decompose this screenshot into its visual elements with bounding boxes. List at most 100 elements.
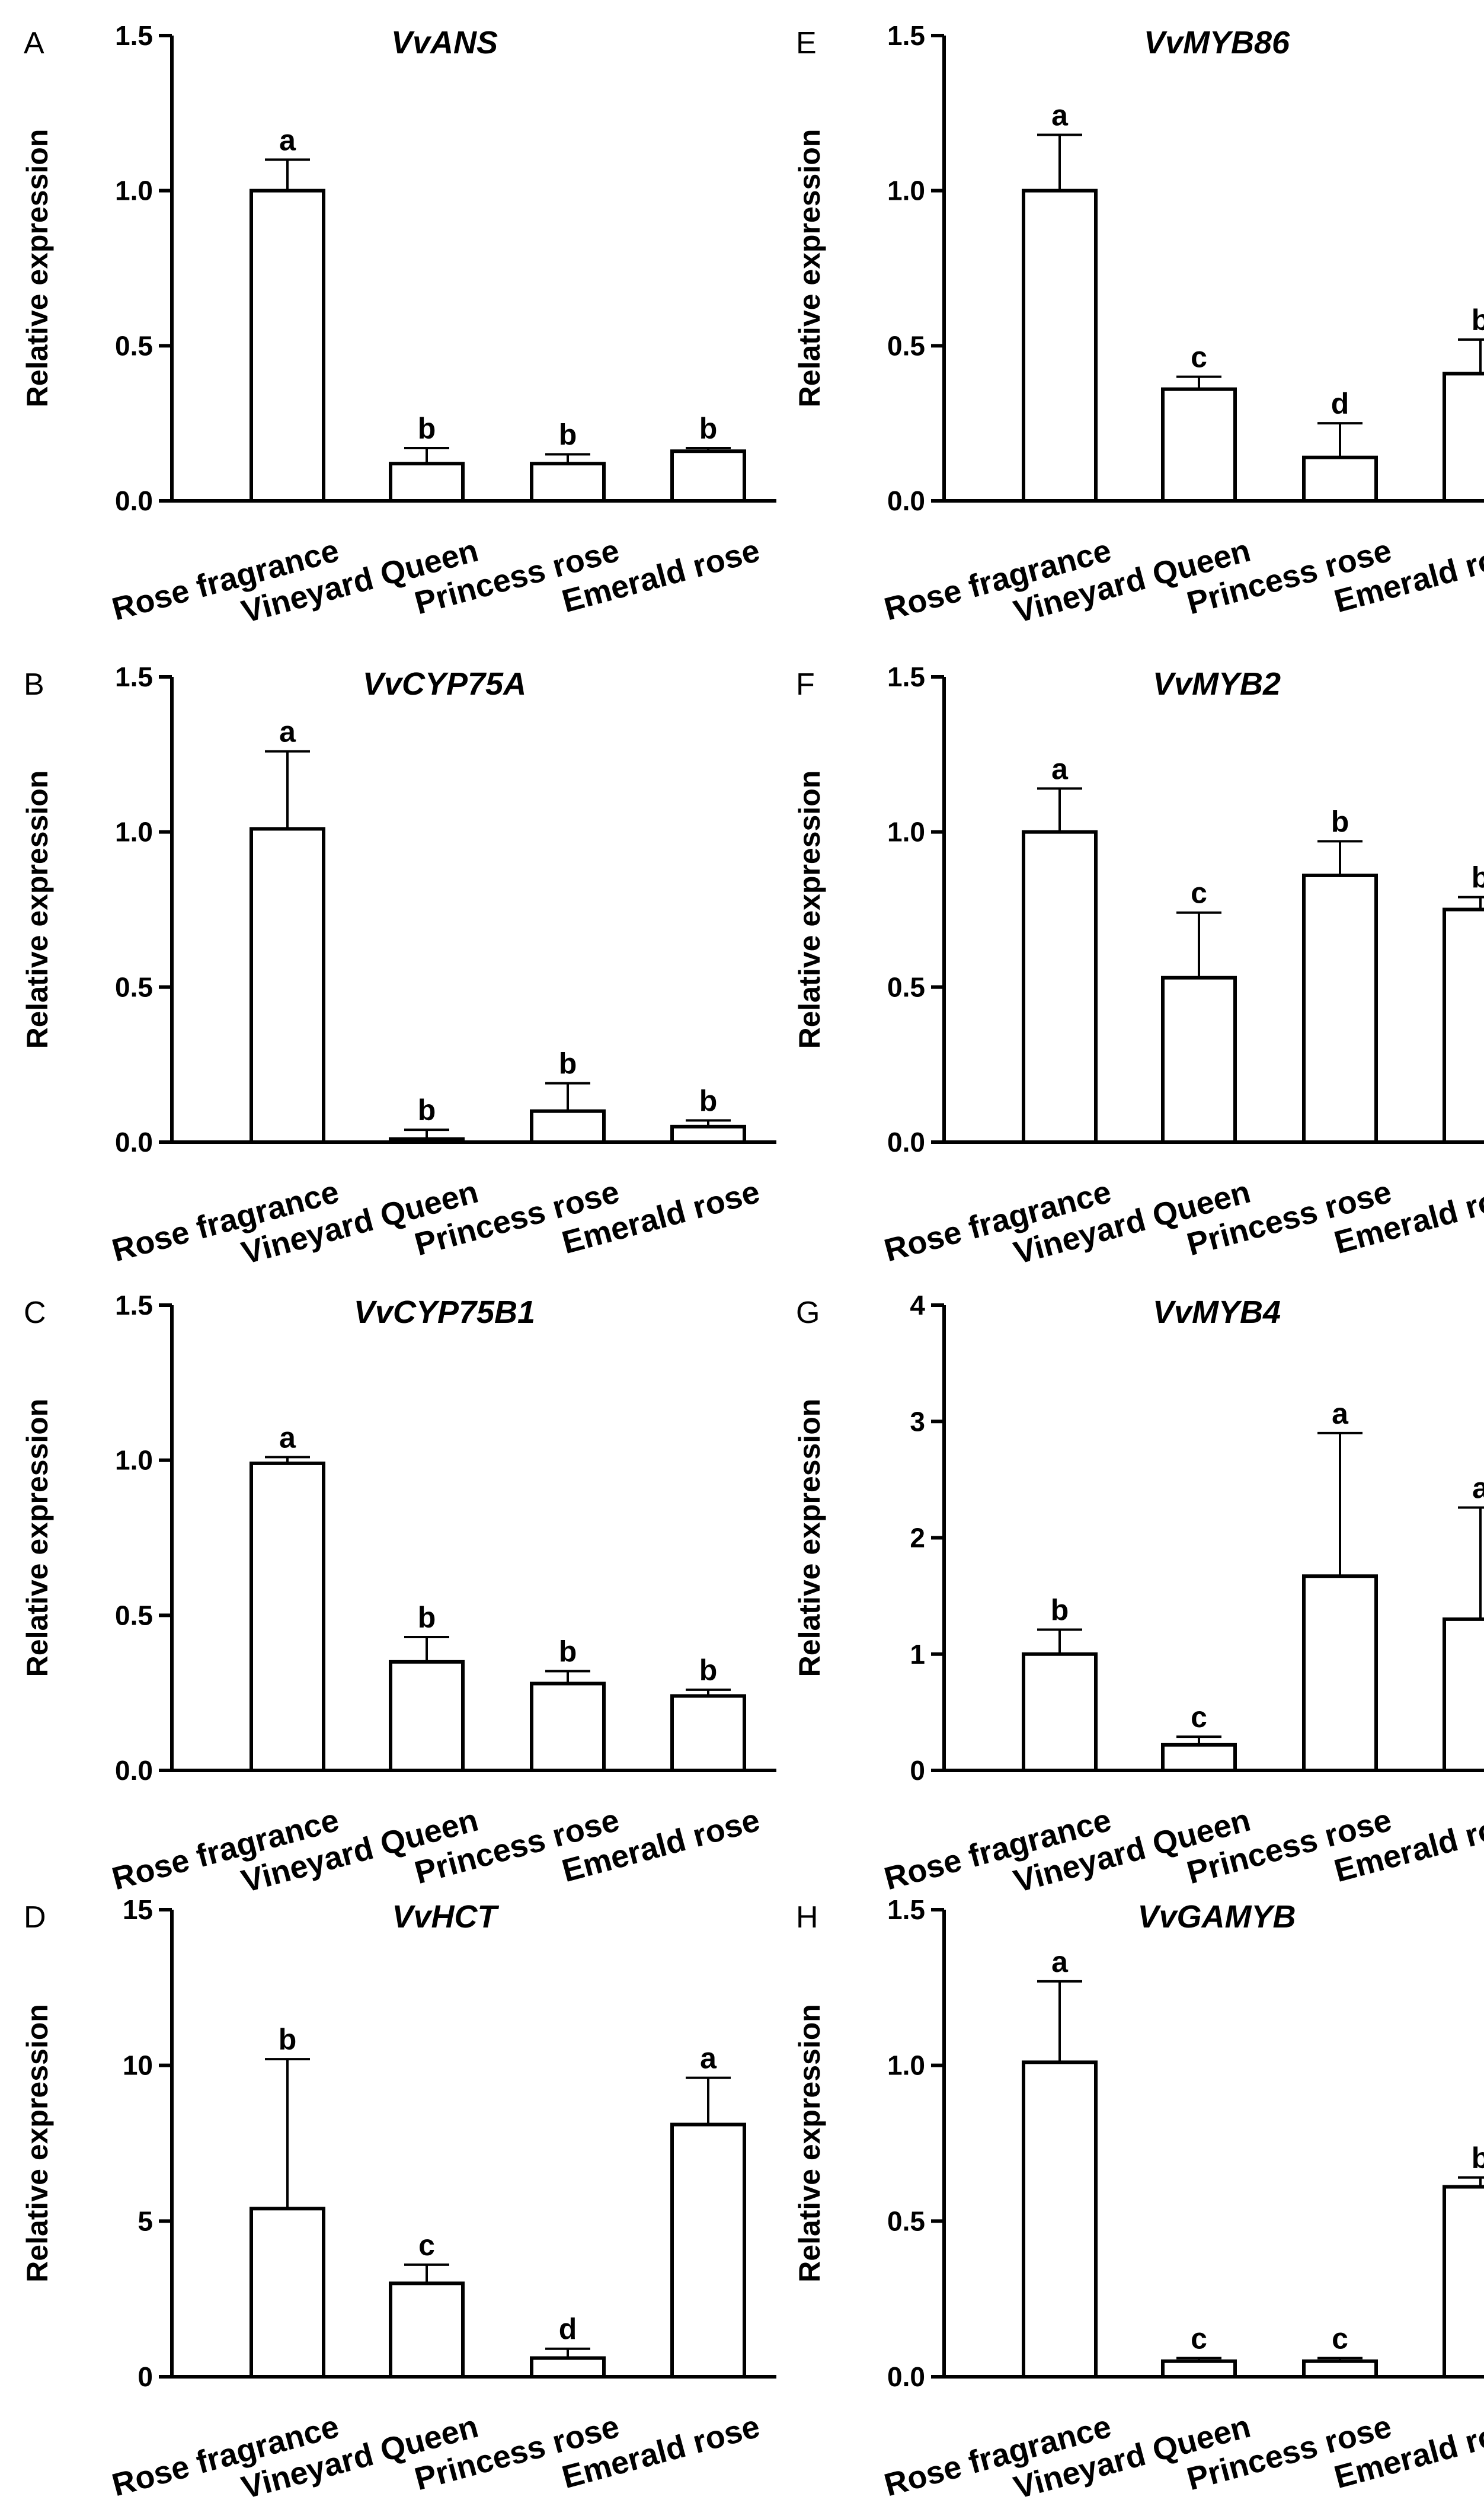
y-tick-label: 0.5 [887,330,925,361]
significance-letter: b [279,2023,297,2056]
y-tick-label: 1.0 [115,175,153,206]
gene-title: VvHCT [392,1899,499,1935]
y-tick-label: 4 [910,1290,925,1321]
y-tick-label: 0.0 [115,1755,153,1786]
panel-letter: A [24,26,44,60]
bar [1443,1617,1484,1772]
bar [670,449,746,503]
bar [389,2281,465,2379]
y-axis-label: Relative expression [793,1399,826,1677]
y-tick-label: 1.5 [115,20,153,51]
y-axis-label: Relative expression [793,129,826,408]
significance-letter: a [1051,1945,1069,1978]
significance-letter: a [279,1421,296,1454]
panel-b: B VvCYP75A Relative expression 0.0 0.5 1.0 1.5… [21,661,776,1271]
significance-letter: b [418,412,436,445]
significance-letter: a [1472,1471,1484,1504]
panel-letter: C [24,1296,46,1330]
significance-letter: b [1472,2141,1484,2175]
significance-letter: d [559,2313,577,2346]
y-tick-label: 5 [137,2205,153,2236]
y-tick-label: 1.0 [887,2050,925,2081]
bar [1022,1652,1098,1772]
significance-letter: b [559,1635,577,1668]
significance-letter: c [1191,1700,1207,1734]
gene-title: VvANS [391,25,498,60]
gene-title: VvMYB4 [1153,1294,1281,1330]
gene-title: VvMYB86 [1144,25,1290,60]
bar [389,462,465,503]
y-axis-label: Relative expression [21,1399,54,1677]
bar [1443,907,1484,1144]
y-axis-label: Relative expression [793,2004,826,2283]
panel-letter: F [796,667,815,702]
y-tick-label: 0.0 [887,485,925,516]
y-tick-label: 0.0 [887,1127,925,1158]
panel-letter: G [796,1296,820,1330]
y-tick-label: 1.5 [887,20,925,51]
significance-letter: a [279,123,296,156]
significance-letter: a [1051,752,1069,785]
y-tick-label: 0.5 [115,330,153,361]
bar [670,2122,746,2379]
bar [1022,188,1098,503]
y-tick-label: 0.0 [115,1127,153,1158]
significance-letter: b [418,1094,436,1127]
bar [1161,387,1237,503]
y-tick-label: 0.0 [887,2361,925,2392]
y-tick-label: 1.0 [115,817,153,848]
gene-title: VvCYP75B1 [354,1294,535,1330]
bar [530,462,606,503]
y-tick-label: 0 [910,1755,925,1786]
y-tick-label: 0.5 [115,1600,153,1631]
y-tick-label: 1.0 [887,817,925,848]
y-tick-label: 10 [123,2050,153,2081]
bar [530,1682,606,1772]
y-tick-label: 1.5 [887,1894,925,1925]
bar [530,1109,606,1144]
significance-letter: c [1191,2322,1207,2355]
significance-letter: a [279,715,296,749]
y-tick-label: 0.5 [115,971,153,1002]
bar [1161,1743,1237,1772]
bar [670,1694,746,1772]
y-tick-label: 0.0 [115,485,153,516]
bar [1022,830,1098,1144]
significance-letter: a [1332,1397,1349,1430]
significance-letter: b [559,418,577,452]
bar [250,1461,325,1772]
bar [389,1137,465,1145]
y-tick-label: 1.0 [115,1445,153,1476]
bar [250,2207,325,2379]
y-tick-label: 1.0 [887,175,925,206]
panel-e: E VvMYB86 Relative expression 0.0 0.5 1.0 1.5 a… [793,20,1484,630]
significance-letter: d [1331,387,1349,420]
panel-letter: B [24,667,44,702]
bar [250,827,325,1144]
significance-letter: c [1191,341,1207,374]
panel-letter: D [24,1900,46,1935]
y-axis-label: Relative expression [793,771,826,1049]
bar [1302,873,1378,1145]
significance-letter: b [699,1654,718,1687]
significance-letter: b [1472,303,1484,337]
bar [1443,372,1484,503]
significance-letter: b [699,412,718,445]
bar [1022,2060,1098,2379]
panel-letter: H [796,1900,818,1935]
y-tick-label: 1 [910,1639,925,1670]
y-tick-label: 2 [910,1523,925,1553]
significance-letter: a [700,2042,717,2075]
gene-title: VvGAMYB [1137,1899,1296,1935]
bar [1302,2359,1378,2379]
panel-c: C VvCYP75B1 Relative expression 0.0 0.5 1.0 1.… [21,1290,776,1900]
y-tick-label: 0.5 [887,2205,925,2236]
significance-letter: b [559,1047,577,1081]
bar [1443,2185,1484,2379]
significance-letter: c [1191,877,1207,910]
y-axis-label: Relative expression [21,771,54,1049]
